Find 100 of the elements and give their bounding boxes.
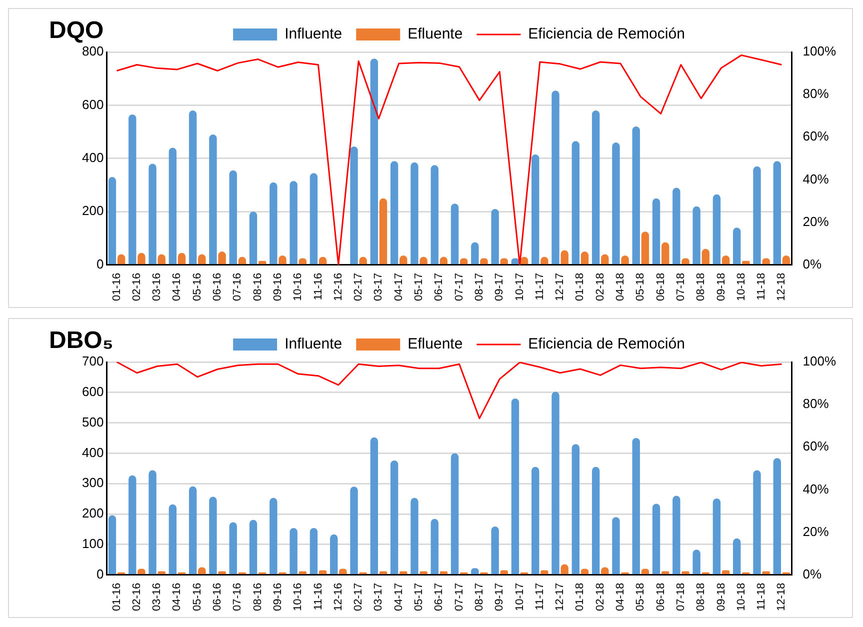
- bar: [128, 114, 136, 264]
- bar: [350, 146, 358, 264]
- x-tick-label: 07-17: [453, 272, 466, 302]
- bar: [290, 181, 298, 264]
- bar: [209, 134, 217, 264]
- x-tick-label: 04-17: [392, 582, 405, 612]
- x-tick-label: 09-17: [494, 582, 506, 612]
- y-tick-label: 400: [82, 444, 104, 460]
- y-tick-label: 300: [82, 475, 104, 490]
- bar: [450, 453, 459, 574]
- x-tick-label: 03-16: [151, 272, 164, 302]
- bar: [370, 437, 378, 574]
- x-tick-label: 03-17: [372, 272, 385, 302]
- bar: [229, 170, 237, 264]
- bar: [702, 248, 710, 264]
- x-tick-label: 06-17: [433, 272, 446, 302]
- bar: [168, 148, 177, 264]
- bar: [410, 498, 418, 574]
- x-tick-label: 05-18: [634, 582, 647, 612]
- bar: [641, 232, 650, 264]
- bar: [310, 173, 318, 264]
- bar: [209, 496, 217, 574]
- legend-label: Efluente: [408, 26, 463, 43]
- legend-label: Influente: [284, 26, 342, 43]
- y2-tick-label: 60%: [802, 438, 830, 454]
- bar: [330, 534, 338, 574]
- x-tick-label: 09-16: [272, 272, 284, 302]
- x-tick-label: 02-18: [594, 272, 606, 302]
- bar: [188, 486, 197, 574]
- y2-tick-label: 80%: [802, 86, 830, 102]
- bar: [632, 126, 640, 264]
- chart-title: DBO₅: [49, 327, 114, 355]
- legend-label: Influente: [284, 336, 342, 353]
- bar: [270, 182, 278, 264]
- bar: [592, 466, 600, 574]
- bar: [188, 110, 197, 264]
- legend-label: Efluente: [408, 336, 463, 353]
- legend-label: Eficiencia de Remoción: [528, 26, 685, 43]
- x-tick-label: 05-16: [191, 582, 204, 612]
- bar: [370, 58, 378, 264]
- bar: [128, 475, 136, 574]
- x-tick-label: 10-17: [514, 582, 526, 612]
- y-tick-label: 600: [82, 384, 104, 399]
- y-tick-label: 100: [82, 536, 104, 552]
- bar: [491, 526, 499, 574]
- bar: [379, 198, 388, 264]
- bar: [773, 161, 781, 264]
- x-tick-label: 04-17: [392, 272, 405, 302]
- x-tick-label: 03-17: [372, 582, 385, 612]
- x-tick-label: 10-17: [514, 272, 526, 302]
- x-tick-label: 02-17: [352, 582, 365, 612]
- bar: [310, 528, 318, 574]
- x-tick-label: 06-17: [433, 582, 446, 612]
- x-tick-label: 03-16: [151, 582, 164, 612]
- x-tick-label: 11-18: [756, 272, 768, 300]
- x-tick-label: 06-16: [212, 272, 224, 302]
- y2-tick-label: 80%: [802, 396, 830, 412]
- bar: [430, 518, 438, 574]
- x-tick-label: 09-18: [715, 582, 728, 612]
- y2-tick-label: 40%: [802, 481, 830, 496]
- bar: [692, 206, 700, 264]
- bar: [410, 162, 418, 264]
- x-tick-label: 12-18: [776, 582, 788, 612]
- x-tick-label: 06-18: [654, 272, 667, 302]
- bar: [652, 198, 660, 264]
- bar: [612, 142, 620, 264]
- y2-tick-label: 40%: [802, 171, 830, 186]
- y-tick-label: 200: [82, 203, 104, 218]
- bar: [390, 460, 398, 574]
- x-tick-label: 04-18: [614, 272, 627, 302]
- x-tick-label: 10-16: [292, 272, 304, 302]
- x-tick-label: 11-17: [534, 272, 546, 300]
- bar: [572, 444, 580, 574]
- y2-tick-label: 0%: [802, 256, 822, 272]
- bar: [430, 165, 438, 264]
- bar: [511, 398, 520, 574]
- bar: [290, 528, 298, 574]
- bar: [108, 515, 116, 574]
- x-tick-label: 10-18: [735, 272, 748, 302]
- x-tick-label: 09-17: [494, 272, 506, 302]
- x-tick-label: 08-18: [695, 272, 708, 302]
- bar: [532, 466, 540, 574]
- bar: [532, 154, 540, 264]
- bar: [168, 504, 177, 574]
- bar: [652, 504, 660, 574]
- x-tick-label: 01-16: [110, 582, 123, 612]
- x-tick-label: 12-16: [332, 582, 344, 612]
- x-tick-label: 05-17: [413, 582, 426, 612]
- x-tick-label: 12-17: [554, 582, 566, 612]
- x-tick-label: 12-17: [554, 272, 566, 302]
- x-tick-label: 05-17: [413, 272, 426, 302]
- bar: [692, 550, 700, 574]
- x-tick-label: 07-18: [674, 272, 687, 302]
- x-tick-label: 05-18: [634, 272, 647, 302]
- bar: [712, 194, 721, 264]
- y-tick-label: 0: [96, 566, 104, 582]
- y2-tick-label: 100%: [802, 44, 836, 59]
- y2-tick-label: 60%: [802, 128, 830, 144]
- y2-tick-label: 20%: [802, 524, 830, 539]
- x-tick-label: 07-17: [453, 582, 466, 612]
